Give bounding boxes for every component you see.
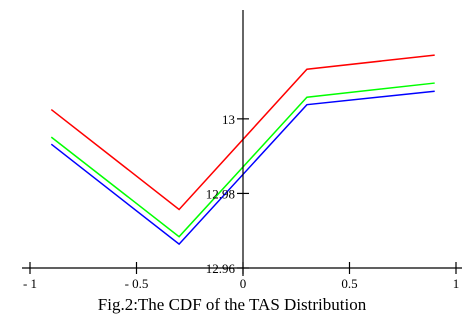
x-tick-label: 1 — [453, 276, 460, 291]
x-tick-label: 0 — [240, 276, 247, 291]
x-tick-label: 0.5 — [341, 276, 357, 291]
ticks-layer: - 1 - 0.5 0 0.5 1 12.96 12.98 13 — [23, 112, 459, 291]
x-tick-label: - 1 — [23, 276, 37, 291]
y-tick-label: 12.98 — [206, 186, 235, 201]
axes-layer — [22, 10, 462, 276]
y-tick-label: 13 — [222, 112, 235, 127]
y-tick-label: 12.96 — [206, 261, 236, 276]
x-tick-label: - 0.5 — [125, 276, 149, 291]
figure-caption: Fig.2:The CDF of the TAS Distribution — [98, 295, 367, 314]
